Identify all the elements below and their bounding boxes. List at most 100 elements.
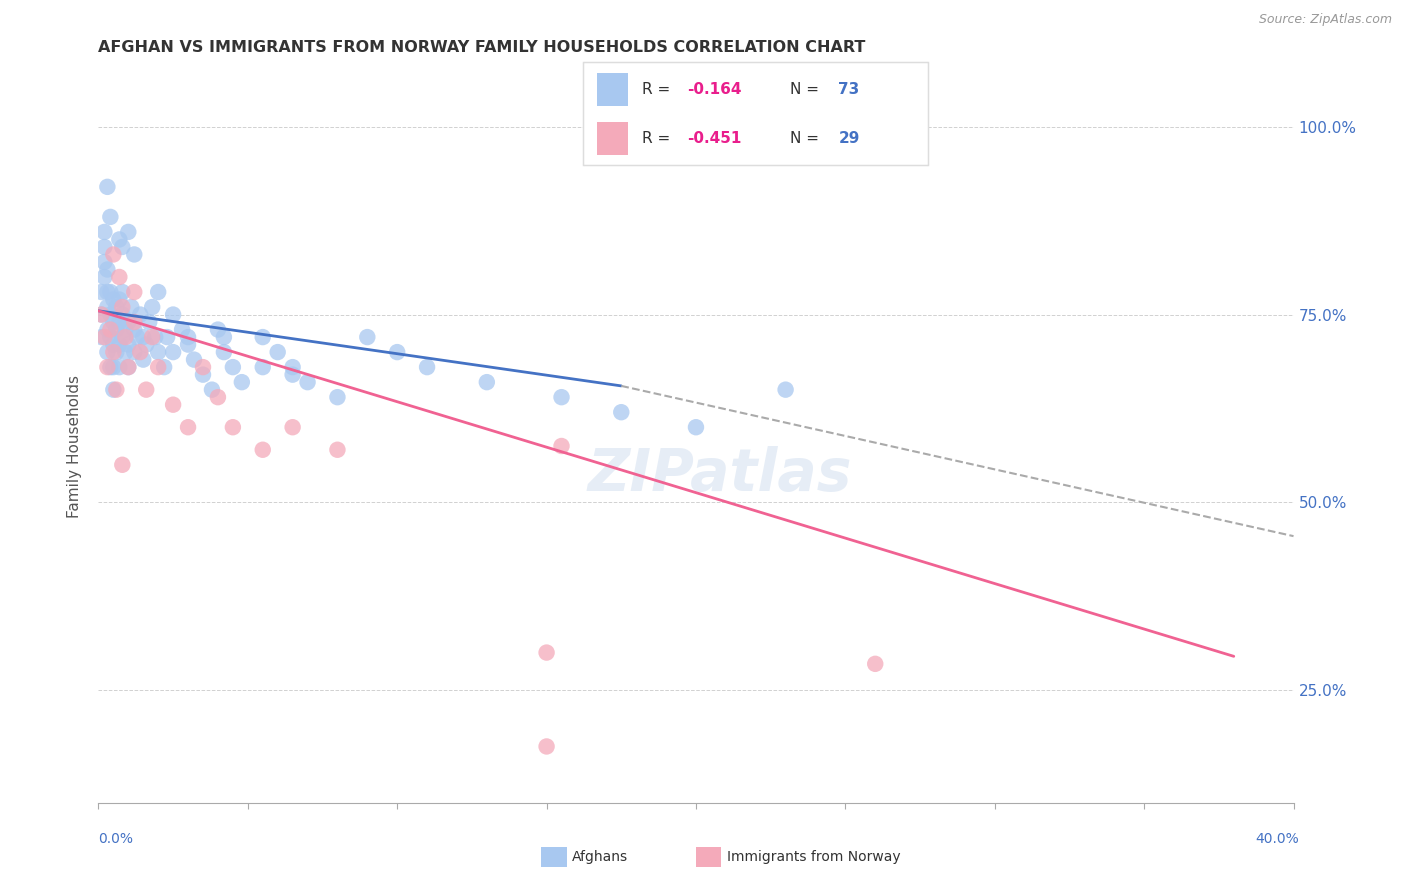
Point [105, 322, 128, 336]
Point [96, 322, 118, 336]
Point [103, 383, 125, 397]
Point [143, 330, 166, 344]
Bar [598, 122, 628, 155]
Point [183, 352, 205, 367]
Text: R =: R = [643, 131, 675, 146]
Point [105, 300, 128, 314]
Text: 0.0%: 0.0% [98, 832, 134, 846]
Point [177, 337, 200, 351]
Point [111, 330, 134, 344]
Point [222, 360, 245, 375]
Point [148, 360, 170, 375]
Point [124, 247, 146, 261]
Point [96, 360, 118, 375]
Text: 40.0%: 40.0% [1256, 832, 1299, 846]
Text: N =: N = [790, 131, 824, 146]
Bar [598, 73, 628, 105]
Point [177, 420, 200, 434]
Point [135, 383, 157, 397]
Point [135, 337, 157, 351]
Point [127, 330, 149, 344]
Point [114, 322, 136, 336]
Text: R =: R = [643, 81, 675, 96]
Point [100, 330, 122, 344]
Point [124, 345, 146, 359]
Point [103, 293, 125, 307]
Point [129, 345, 152, 359]
Point [775, 383, 797, 397]
Point [231, 375, 253, 389]
Point [416, 360, 439, 375]
Point [105, 345, 128, 359]
Point [281, 420, 304, 434]
Point [103, 345, 125, 359]
Point [138, 315, 160, 329]
Point [281, 368, 304, 382]
Point [96, 262, 118, 277]
Point [124, 285, 146, 299]
Y-axis label: Family Households: Family Households [67, 375, 83, 517]
Point [111, 458, 134, 472]
Text: Afghans: Afghans [572, 850, 628, 864]
Point [550, 390, 572, 404]
Point [141, 300, 163, 314]
Point [117, 360, 139, 375]
Point [108, 360, 131, 375]
Point [356, 330, 378, 344]
Text: 73: 73 [838, 81, 859, 96]
Point [93, 330, 115, 344]
Point [207, 390, 229, 404]
Point [536, 739, 558, 754]
Text: AFGHAN VS IMMIGRANTS FROM NORWAY FAMILY HOUSEHOLDS CORRELATION CHART: AFGHAN VS IMMIGRANTS FROM NORWAY FAMILY … [98, 40, 866, 55]
Point [191, 368, 214, 382]
Point [90, 330, 112, 344]
Point [111, 300, 134, 314]
Point [191, 360, 214, 375]
Point [103, 360, 125, 375]
Point [117, 337, 139, 351]
Point [96, 179, 118, 194]
Point [108, 270, 131, 285]
Point [124, 322, 146, 336]
Point [132, 330, 155, 344]
Point [93, 240, 115, 254]
Point [111, 308, 134, 322]
Point [156, 330, 179, 344]
Point [475, 375, 498, 389]
Point [117, 225, 139, 239]
Point [90, 308, 112, 322]
Text: -0.164: -0.164 [688, 81, 741, 96]
Point [96, 300, 118, 314]
Point [103, 337, 125, 351]
Text: -0.451: -0.451 [688, 131, 741, 146]
Point [108, 232, 131, 246]
Text: ZIPatlas: ZIPatlas [588, 446, 852, 503]
Point [207, 322, 229, 336]
Point [117, 360, 139, 375]
Text: 29: 29 [838, 131, 860, 146]
Point [222, 420, 245, 434]
Point [93, 255, 115, 269]
Point [385, 345, 409, 359]
Point [129, 308, 152, 322]
Point [141, 330, 163, 344]
Point [100, 322, 122, 336]
Point [103, 315, 125, 329]
Point [162, 398, 184, 412]
Point [111, 285, 134, 299]
Point [326, 442, 349, 457]
Point [117, 315, 139, 329]
Point [111, 240, 134, 254]
Text: Immigrants from Norway: Immigrants from Norway [727, 850, 900, 864]
Point [120, 300, 142, 314]
Point [90, 285, 112, 299]
Point [100, 285, 122, 299]
Point [685, 420, 707, 434]
Point [153, 360, 176, 375]
Point [93, 225, 115, 239]
Point [201, 383, 224, 397]
Point [865, 657, 887, 671]
Point [100, 360, 122, 375]
Point [132, 352, 155, 367]
Point [162, 308, 184, 322]
